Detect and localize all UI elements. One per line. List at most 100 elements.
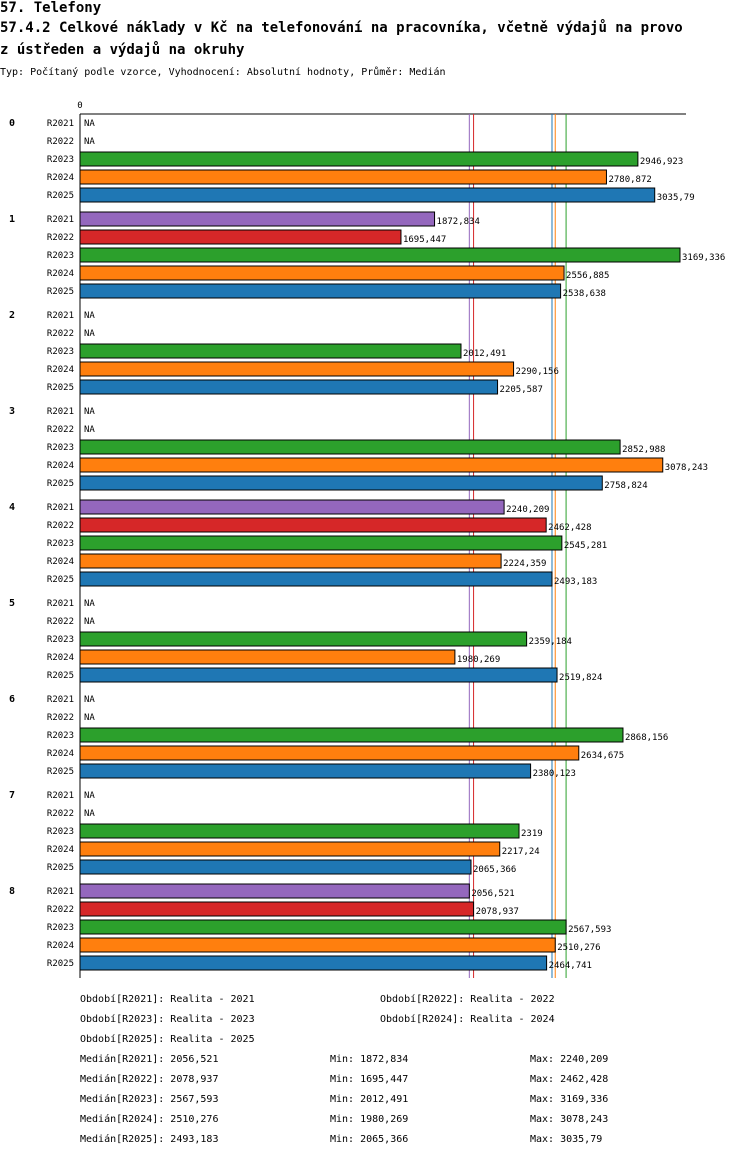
value-label-1-r2023: 3169,336 xyxy=(682,253,725,263)
value-label-2-r2023: 2012,491 xyxy=(463,349,506,359)
bar-1-r2023 xyxy=(79,247,681,263)
row-label-5-r2025: R2025 xyxy=(47,671,74,681)
bar-8-r2025 xyxy=(79,955,548,971)
row-label-6-r2024: R2024 xyxy=(47,749,74,759)
bar-3-r2024 xyxy=(79,457,664,473)
axis-zero-label: 0 xyxy=(77,101,82,111)
row-label-4-r2025: R2025 xyxy=(47,575,74,585)
value-label-0-r2023: 2946,923 xyxy=(640,157,683,167)
row-label-5-r2024: R2024 xyxy=(47,653,74,663)
value-label-7-r2024: 2217,24 xyxy=(502,847,540,857)
value-label-4-r2021: 2240,209 xyxy=(506,505,549,515)
value-label-8-r2023: 2567,593 xyxy=(568,925,611,935)
row-label-4-r2023: R2023 xyxy=(47,539,74,549)
bar-1-r2025 xyxy=(79,283,562,299)
bar-1-r2021 xyxy=(79,211,436,227)
bar-4-r2025 xyxy=(79,571,553,587)
bar-7-r2023 xyxy=(79,823,520,839)
bar-4-r2021 xyxy=(79,499,505,515)
group-label-1: 1 xyxy=(9,214,15,225)
na-label-2-r2021: NA xyxy=(84,311,95,321)
stat-max-r2021: Max: 2240,209 xyxy=(530,1054,609,1065)
row-label-3-r2021: R2021 xyxy=(47,407,74,417)
row-label-1-r2022: R2022 xyxy=(47,233,74,243)
legend-period-r2025: Období[R2025]: Realita - 2025 xyxy=(80,1034,255,1045)
value-label-2-r2025: 2205,587 xyxy=(500,385,543,395)
row-label-7-r2021: R2021 xyxy=(47,791,74,801)
value-label-5-r2024: 1980,269 xyxy=(457,655,500,665)
legend-period-r2024: Období[R2024]: Realita - 2024 xyxy=(380,1014,555,1025)
row-label-3-r2025: R2025 xyxy=(47,479,74,489)
row-label-8-r2023: R2023 xyxy=(47,923,74,933)
row-label-1-r2023: R2023 xyxy=(47,251,74,261)
row-label-2-r2022: R2022 xyxy=(47,329,74,339)
na-label-3-r2022: NA xyxy=(84,425,95,435)
bar-8-r2023 xyxy=(79,919,567,935)
na-label-2-r2022: NA xyxy=(84,329,95,339)
bar-8-r2022 xyxy=(79,901,475,917)
chart-title-line1: 57.4.2 Celkové náklady v Kč na telefonov… xyxy=(0,20,683,36)
bar-5-r2025 xyxy=(79,667,558,683)
value-label-6-r2024: 2634,675 xyxy=(581,751,624,761)
row-label-8-r2025: R2025 xyxy=(47,959,74,969)
row-label-7-r2025: R2025 xyxy=(47,863,74,873)
row-label-1-r2025: R2025 xyxy=(47,287,74,297)
value-label-0-r2024: 2780,872 xyxy=(608,175,651,185)
bar-1-r2022 xyxy=(79,229,402,245)
group-label-5: 5 xyxy=(9,598,15,609)
value-label-8-r2025: 2464,741 xyxy=(549,961,592,971)
bar-3-r2025 xyxy=(79,475,603,491)
na-label-3-r2021: NA xyxy=(84,407,95,417)
value-label-7-r2023: 2319 xyxy=(521,829,543,839)
stat-median-r2021: Medián[R2021]: 2056,521 xyxy=(80,1054,219,1065)
bar-5-r2023 xyxy=(79,631,528,647)
bar-0-r2025 xyxy=(79,187,656,203)
value-label-4-r2022: 2462,428 xyxy=(548,523,591,533)
bar-4-r2022 xyxy=(79,517,547,533)
row-label-6-r2021: R2021 xyxy=(47,695,74,705)
stat-min-r2023: Min: 2012,491 xyxy=(330,1094,409,1105)
value-label-6-r2025: 2380,123 xyxy=(533,769,576,779)
value-label-3-r2023: 2852,988 xyxy=(622,445,665,455)
bar-7-r2024 xyxy=(79,841,501,857)
row-label-8-r2024: R2024 xyxy=(47,941,74,951)
row-label-4-r2021: R2021 xyxy=(47,503,74,513)
group-label-6: 6 xyxy=(9,694,15,705)
value-label-6-r2023: 2868,156 xyxy=(625,733,668,743)
bar-7-r2025 xyxy=(79,859,472,875)
group-label-3: 3 xyxy=(9,406,15,417)
stat-median-r2024: Medián[R2024]: 2510,276 xyxy=(80,1114,219,1125)
bar-4-r2023 xyxy=(79,535,563,551)
value-label-4-r2025: 2493,183 xyxy=(554,577,597,587)
chart-title-line2: z ústředen a výdajů na okruhy xyxy=(0,42,245,58)
stat-max-r2022: Max: 2462,428 xyxy=(530,1074,609,1085)
na-label-6-r2021: NA xyxy=(84,695,95,705)
bar-5-r2024 xyxy=(79,649,456,665)
row-label-7-r2024: R2024 xyxy=(47,845,74,855)
row-label-4-r2024: R2024 xyxy=(47,557,74,567)
na-label-6-r2022: NA xyxy=(84,713,95,723)
value-label-1-r2025: 2538,638 xyxy=(563,289,606,299)
bar-6-r2024 xyxy=(79,745,580,761)
bar-2-r2023 xyxy=(79,343,462,359)
group-label-7: 7 xyxy=(9,790,15,801)
stat-max-r2024: Max: 3078,243 xyxy=(530,1114,609,1125)
value-label-2-r2024: 2290,156 xyxy=(516,367,559,377)
row-label-3-r2022: R2022 xyxy=(47,425,74,435)
chart-meta: Typ: Počítaný podle vzorce, Vyhodnocení:… xyxy=(0,67,446,78)
stat-min-r2025: Min: 2065,366 xyxy=(330,1134,409,1145)
row-label-4-r2022: R2022 xyxy=(47,521,74,531)
group-label-0: 0 xyxy=(9,118,15,129)
value-label-4-r2024: 2224,359 xyxy=(503,559,546,569)
row-label-5-r2021: R2021 xyxy=(47,599,74,609)
row-label-0-r2021: R2021 xyxy=(47,119,74,129)
row-label-7-r2022: R2022 xyxy=(47,809,74,819)
bar-6-r2023 xyxy=(79,727,624,743)
row-label-1-r2021: R2021 xyxy=(47,215,74,225)
stat-min-r2022: Min: 1695,447 xyxy=(330,1074,409,1085)
na-label-0-r2021: NA xyxy=(84,119,95,129)
value-label-1-r2021: 1872,834 xyxy=(437,217,480,227)
value-label-3-r2025: 2758,824 xyxy=(604,481,647,491)
stat-median-r2025: Medián[R2025]: 2493,183 xyxy=(80,1134,219,1145)
row-label-5-r2023: R2023 xyxy=(47,635,74,645)
